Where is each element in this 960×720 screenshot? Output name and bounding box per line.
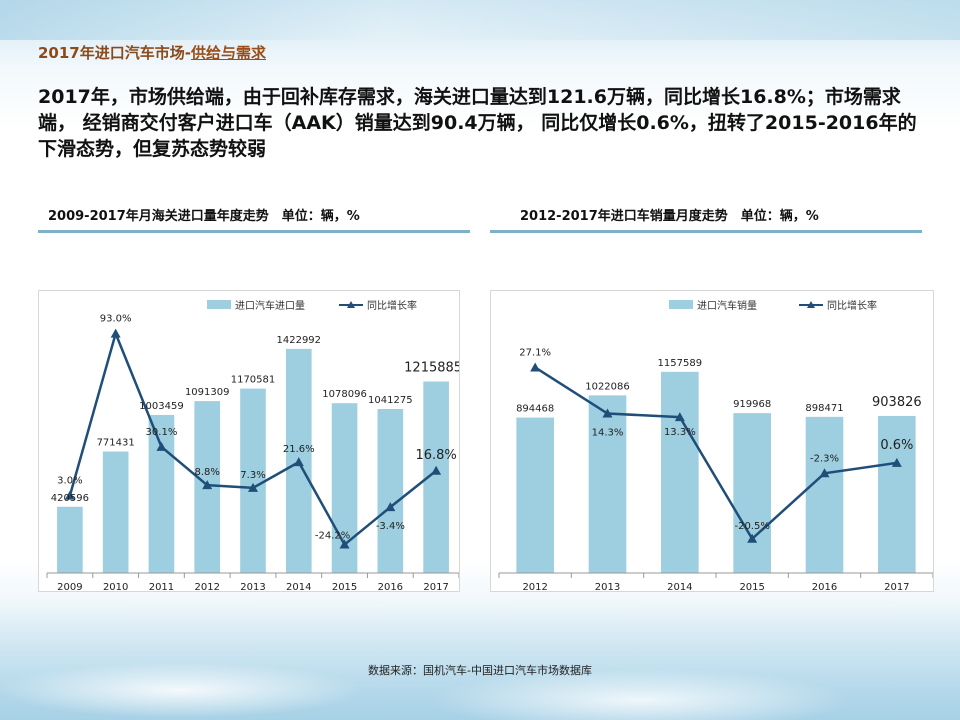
x-tick-label-2015: 2015 [739,582,764,591]
bar-2016 [377,408,404,573]
growth-marker-2015 [747,533,758,543]
bar-value-label-2017: 1215885 [404,360,459,375]
growth-value-label-2012: 27.1% [519,347,551,358]
legend-bar-swatch [207,300,231,309]
growth-value-label-2017: 16.8% [415,448,456,463]
growth-value-label-2013: 7.3% [240,470,265,481]
bar-value-label-2014: 1157589 [658,358,703,369]
growth-marker-2016 [385,502,396,512]
x-tick-label-2017: 2017 [423,582,448,591]
growth-marker-2016 [819,468,830,478]
bar-2013 [240,388,266,573]
x-tick-label-2014: 2014 [667,582,692,591]
legend-bar-label: 进口汽车进口量 [235,299,305,312]
bar-2009 [57,506,83,573]
x-tick-label-2013: 2013 [240,582,265,591]
x-tick-label-2013: 2013 [595,582,620,591]
right-chart-svg: 进口汽车销量 同比增长率 2012 2013 2014 2015 2016 2017 89446… [498,299,933,591]
page-title-prefix: 2017年进口汽车市场- [38,44,191,62]
bar-value-label-2013: 1022086 [585,381,630,392]
bar-value-label-2014: 1422992 [277,335,322,346]
legend-bar-label: 进口汽车销量 [697,299,757,312]
legend-line-label: 同比增长率 [827,299,877,312]
x-tick-label-2017: 2017 [884,582,909,591]
growth-marker-2014 [674,412,685,422]
growth-marker-2017 [891,457,902,467]
bar-value-label-2011: 1003459 [139,401,184,412]
x-tick-label-2014: 2014 [286,582,311,591]
growth-value-label-2017: 0.6% [880,438,913,453]
bar-value-label-2013: 1170581 [231,375,276,386]
bar-2014 [661,371,699,573]
x-tick-label-2012: 2012 [194,582,219,591]
bar-2013 [588,395,627,573]
growth-marker-2015 [339,539,350,549]
bar-2011 [148,414,175,573]
growth-marker-2011 [156,441,167,451]
legend-line-marker [347,301,355,308]
bar-value-label-2017: 903826 [872,395,922,410]
bar-value-label-2015: 919968 [733,399,771,410]
background-sky-top [0,0,960,40]
growth-value-label-2013: 14.3% [592,428,624,439]
bar-value-label-2015: 1078096 [322,389,367,400]
growth-marker-2010 [110,328,121,338]
bar-2016 [805,416,844,573]
growth-marker-2013 [248,482,258,492]
right-chart-title: 2012-2017年进口车销量月度走势 单位：辆，% [520,209,819,224]
left-chart-rule [38,230,470,233]
legend-line-marker [807,301,815,308]
bar-value-label-2012: 894468 [516,404,554,415]
x-tick-label-2011: 2011 [149,582,174,591]
growth-value-label-2010: 93.0% [100,314,132,325]
source-note: 数据来源：国机汽车-中国进口汽车市场数据库 [368,664,592,677]
page-title-highlight: 供给与需求 [190,44,266,62]
bar-value-label-2012: 1091309 [185,387,230,398]
right-chart-rule [490,230,922,233]
growth-line [534,366,898,541]
bar-2010 [102,451,129,573]
bar-2015 [733,413,771,573]
bar-value-label-2010: 771431 [97,437,135,448]
bar-2012 [516,417,554,573]
growth-value-label-2011: 30.1% [146,427,178,438]
x-tick-label-2010: 2010 [103,582,128,591]
page-title: 2017年进口汽车市场-供给与需求 [38,42,266,63]
x-tick-label-2012: 2012 [522,582,547,591]
growth-value-label-2012: 8.8% [195,467,220,478]
bar-value-label-2009: 420596 [51,493,89,504]
x-tick-label-2015: 2015 [332,582,357,591]
growth-value-label-2014: 13.3% [664,427,696,438]
bar-value-label-2016: 898471 [805,403,843,414]
growth-marker-2014 [293,457,304,467]
growth-value-label-2016: -3.4% [376,521,405,532]
growth-marker-2012 [530,362,541,372]
x-tick-label-2016: 2016 [812,582,837,591]
growth-value-label-2009: 3.0% [57,476,82,487]
left-chart: 进口汽车进口量 同比增长率 2009 2010 2011 2012 2013 2014 2015… [38,290,460,592]
x-tick-label-2009: 2009 [57,582,82,591]
right-chart: 进口汽车销量 同比增长率 2012 2013 2014 2015 2016 2017 89446… [490,290,934,592]
growth-value-label-2015: -24.2% [315,531,350,542]
summary-text: 2017年，市场供给端，由于回补库存需求，海关进口量达到121.6万辆，同比增长… [38,86,917,160]
growth-marker-2009 [64,490,75,500]
x-tick-label-2016: 2016 [378,582,403,591]
growth-marker-2013 [602,408,613,418]
left-chart-svg: 进口汽车进口量 同比增长率 2009 2010 2011 2012 2013 2014 2015… [46,299,459,591]
bar-2017 [878,415,916,573]
growth-value-label-2014: 21.6% [283,444,315,455]
legend-bar-swatch [669,300,693,309]
growth-marker-2017 [431,465,442,475]
growth-marker-2012 [202,480,213,490]
legend-line-label: 同比增长率 [367,299,417,312]
growth-value-label-2015: -20.5% [734,521,769,532]
bar-value-label-2016: 1041275 [368,395,413,406]
left-chart-title: 2009-2017年月海关进口量年度走势 单位：辆，% [48,209,360,224]
background-clouds [0,600,960,720]
growth-value-label-2016: -2.3% [810,453,839,464]
